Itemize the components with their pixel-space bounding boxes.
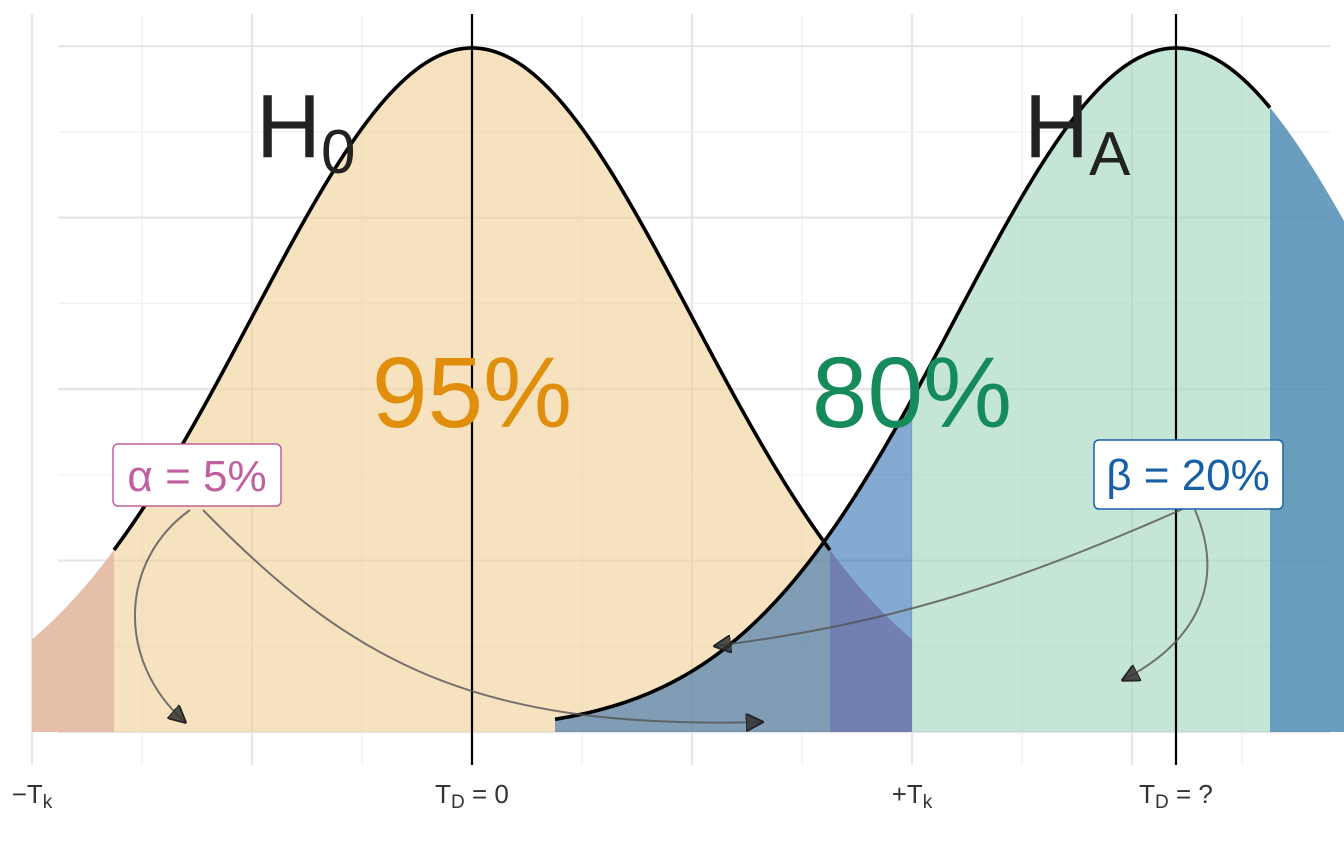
alpha-arrow-right: [202, 509, 762, 723]
ha-curve: [554, 46, 1272, 722]
alpha-callout-label: α = 5%: [127, 452, 266, 501]
h0-percent-label: 95%: [372, 337, 572, 449]
beta-arrow-left: [715, 507, 1186, 646]
x-tick-label: TD = ?: [1139, 779, 1213, 813]
beta-arrow-right: [1123, 509, 1209, 680]
h0-label: H0: [256, 77, 355, 187]
x-tick-label: TD = 0: [435, 779, 509, 813]
distribution-areas: [32, 48, 1344, 732]
ha-label: HA: [1024, 77, 1131, 189]
beta-callout-label: β = 20%: [1106, 451, 1270, 500]
x-tick-label: −Tk: [12, 779, 53, 813]
mean-lines: [470, 14, 1178, 765]
x-tick-label: +Tk: [892, 779, 933, 813]
annotation-arrows: [133, 507, 1209, 723]
beta-callout-box: [1093, 439, 1284, 510]
beta-left-tail: [555, 399, 912, 732]
ha-power-area: [912, 48, 1344, 732]
beta-right-tail: [1270, 107, 1344, 732]
alpha-callout-box: [112, 443, 282, 507]
x-tick-labels: −Tk TD = 0 +Tk TD = ?: [12, 779, 1213, 813]
alpha-arrow-left: [133, 509, 191, 722]
ha-percent-label: 80%: [812, 337, 1012, 449]
labels: H0 HA 95% 80% α = 5% β = 20%: [112, 77, 1284, 510]
